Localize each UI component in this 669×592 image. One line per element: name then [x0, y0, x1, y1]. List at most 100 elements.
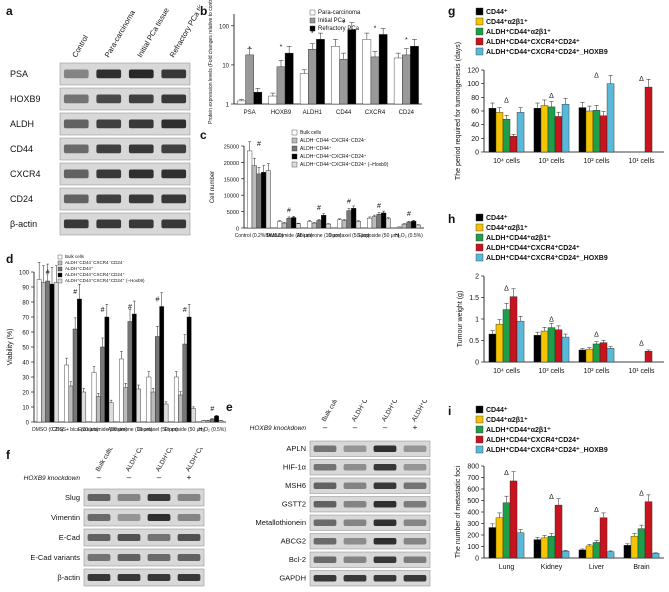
bar-1 — [495, 323, 504, 363]
bar-1 — [585, 545, 594, 559]
bar-1 — [370, 56, 380, 105]
significance-mark: # — [210, 406, 214, 413]
blot-band — [87, 494, 111, 501]
y-tick-label: 90 — [22, 286, 29, 292]
bar-1 — [540, 105, 549, 153]
bar-2 — [182, 343, 188, 423]
bar-0 — [299, 73, 309, 105]
bar-3 — [599, 517, 608, 559]
blot-band — [403, 519, 427, 527]
blot-band — [177, 534, 201, 541]
x-tick-label: 10² cells — [583, 368, 610, 375]
legend-swatch — [475, 253, 484, 262]
x-tick-label: Abiraterone (10 μm) — [297, 233, 342, 239]
blot-band — [63, 144, 89, 154]
significance-mark: Δ — [549, 494, 554, 501]
bar-4 — [516, 532, 525, 559]
y-tick-label: 10 — [222, 63, 229, 69]
blot-band — [63, 94, 89, 104]
blot-row-label: Slug — [65, 493, 80, 502]
bar-4 — [651, 553, 660, 559]
blot-band — [313, 538, 337, 545]
bar-3 — [554, 116, 563, 153]
knockdown-sign: + — [413, 423, 418, 432]
blot-band — [161, 144, 187, 154]
blot-column-label: ALDH⁻CD44⁻CXCR4⁻CD24⁻ cells — [125, 448, 182, 473]
significance-mark: # — [257, 141, 261, 148]
bar-0 — [367, 217, 373, 229]
legend-entry: CD44⁺ — [486, 9, 508, 16]
western-blot-e: Bulk cultureALDH⁻CD44⁻CXCR4⁻CD24⁻ cellsA… — [250, 400, 448, 587]
significance-mark: # — [101, 307, 105, 314]
knockdown-sign: – — [323, 423, 328, 432]
bar-3 — [644, 351, 653, 363]
blot-row-label: CD44 — [10, 144, 33, 154]
blot-band — [177, 514, 201, 521]
y-tick-label: 100 — [467, 544, 479, 551]
y-tick-label: 20 — [471, 136, 479, 143]
significance-mark: # — [407, 211, 411, 218]
y-tick-label: 0 — [475, 360, 479, 367]
panel-label-f: f — [6, 448, 10, 462]
bar-0 — [119, 358, 124, 423]
knockdown-sign: + — [187, 473, 192, 482]
x-tick-label: 10³ cells — [538, 158, 565, 165]
bar-3 — [291, 217, 297, 229]
blot-strip — [309, 551, 431, 568]
y-tick-label: 0.5 — [469, 338, 479, 345]
bar-0 — [146, 376, 152, 423]
significance-mark: Δ — [639, 76, 644, 83]
legend-swatch — [475, 415, 484, 424]
blot-row-label: HOXB9 — [10, 94, 41, 104]
bar-1 — [245, 54, 254, 105]
x-tick-label: Brain — [633, 564, 649, 571]
panel-label-a: a — [6, 4, 13, 18]
y-tick-label: 30 — [22, 376, 29, 382]
legend-swatch — [57, 278, 63, 284]
blot-band — [96, 119, 122, 129]
blot-row-label: HIF-1α — [283, 463, 307, 472]
bar-2 — [127, 321, 133, 423]
blot-band — [313, 556, 337, 564]
significance-mark: * — [311, 30, 314, 37]
y-axis-label: Cell number — [210, 171, 216, 203]
bar-4 — [355, 221, 361, 229]
chart-i: 0 100 200 300 400 500 600 700 800 The number of m… — [455, 405, 664, 571]
bar-4 — [191, 408, 196, 423]
y-axis-label: The period required for tumorigenesis (d… — [455, 42, 462, 180]
x-tick-label: CD24 — [399, 110, 415, 116]
blot-strip — [83, 488, 205, 507]
bar-2 — [316, 39, 325, 105]
bar-0 — [247, 150, 253, 229]
blot-band — [128, 194, 154, 204]
legend-swatch — [475, 223, 484, 232]
bar-1 — [276, 66, 286, 105]
bar-2 — [376, 214, 382, 229]
y-tick-label: 70 — [22, 316, 29, 322]
y-tick-label: 10 — [22, 406, 29, 412]
blot-band — [373, 575, 397, 582]
bar-0 — [488, 108, 497, 153]
significance-mark: Δ — [594, 332, 599, 339]
legend-entry: ALDH⁺CD44⁺CXCR4⁺CD24⁺_HOXB9 — [486, 49, 608, 56]
blot-column-label: ALDH⁺CD44⁺CXCR4⁺CD24⁺ cells — [411, 400, 448, 423]
panel-label-b: b — [200, 4, 208, 18]
blot-strip — [309, 459, 431, 476]
bar-2 — [410, 46, 419, 105]
legend-entry: Bulk cells — [300, 130, 322, 136]
y-tick-label: 1.5 — [469, 295, 479, 302]
blot-band — [343, 445, 367, 453]
panel-label-c: c — [200, 128, 207, 142]
blot-column-label: Para-carcinoma — [103, 8, 138, 59]
bar-1 — [281, 222, 287, 229]
x-tick-label: H₂O₂ (0.5%) — [199, 427, 227, 433]
bar-0 — [362, 39, 372, 105]
y-tick-label: 25000 — [224, 145, 239, 151]
bar-3 — [214, 415, 219, 423]
blot-band — [373, 519, 397, 527]
significance-mark: Δ — [504, 470, 509, 477]
blot-strip — [309, 570, 431, 587]
bar-4 — [516, 112, 525, 153]
y-tick-label: 700 — [467, 475, 479, 482]
